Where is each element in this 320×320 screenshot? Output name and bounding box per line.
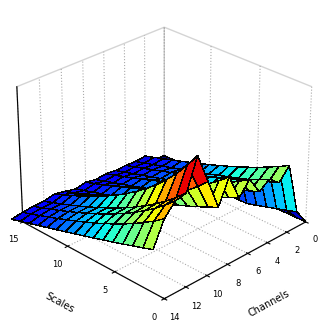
Y-axis label: Scales: Scales: [43, 291, 76, 315]
X-axis label: Channels: Channels: [247, 288, 292, 318]
